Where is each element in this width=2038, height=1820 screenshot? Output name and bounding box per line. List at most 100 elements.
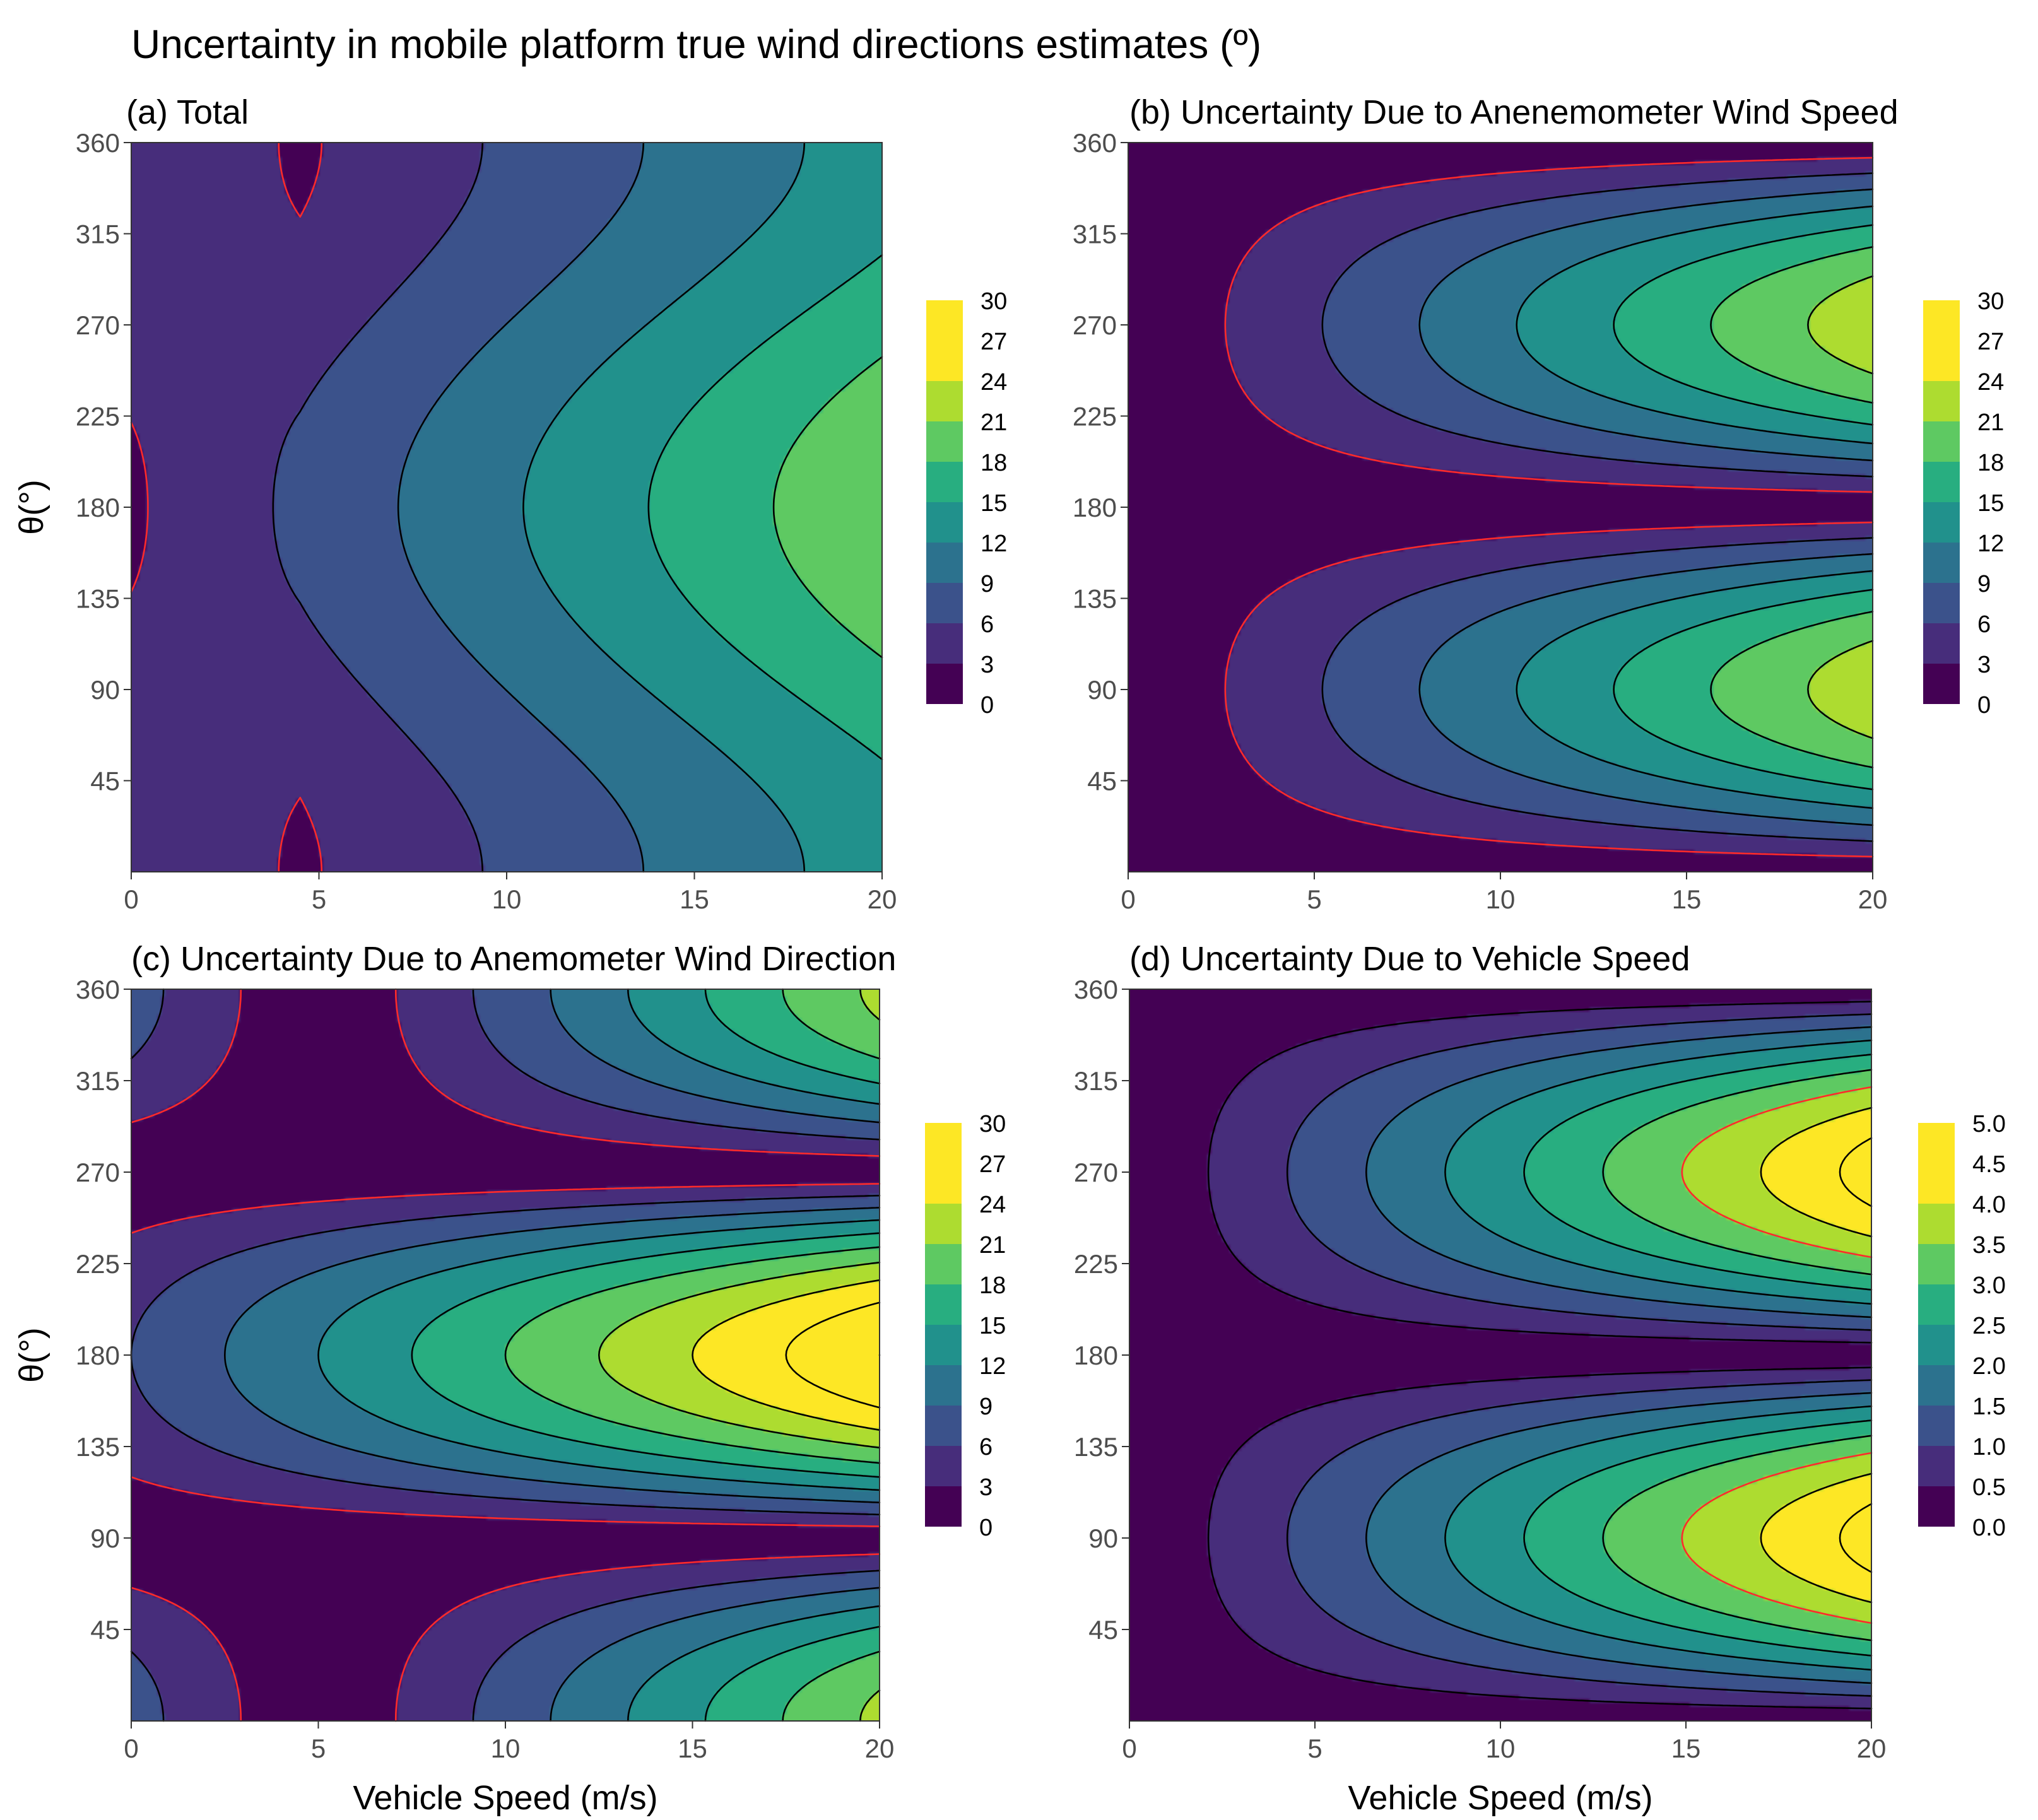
highlight-contour-line <box>130 988 881 1722</box>
x-tick-label: 0 <box>124 884 138 914</box>
legend-label: 12 <box>979 1353 1006 1380</box>
contour-line <box>397 141 645 873</box>
contour-line <box>692 1279 881 1431</box>
y-tick-label: 225 <box>76 1249 120 1279</box>
highlight-contour-line <box>1681 1086 1873 1624</box>
panel-4: (d) Uncertainty Due to Vehicle Speed 0 5 10… <box>1074 940 2006 1817</box>
legend-label: 21 <box>981 409 1007 436</box>
legend-swatch <box>925 1446 962 1486</box>
legend-label: 2.0 <box>1972 1353 2006 1380</box>
legend-label: 30 <box>1977 288 2004 315</box>
panel-title: (d) Uncertainty Due to Vehicle Speed <box>1129 940 1690 978</box>
legend-swatch <box>1918 1284 1955 1325</box>
legend-swatch <box>926 300 963 341</box>
legend-swatch <box>1918 1204 1955 1244</box>
legend-label: 27 <box>1977 329 2004 355</box>
x-tick-label: 15 <box>1672 884 1702 914</box>
legend-swatch <box>1918 1486 1955 1527</box>
y-tick-label: 135 <box>1073 584 1117 614</box>
y-tick-label: 180 <box>76 493 120 522</box>
legend-swatch <box>925 1365 962 1406</box>
legend-swatch <box>1918 1123 1955 1163</box>
highlight-contour-line <box>130 141 323 873</box>
legend-swatch <box>1918 1244 1955 1284</box>
legend-label: 4.5 <box>1972 1151 2006 1178</box>
x-tick-label: 5 <box>1307 884 1321 914</box>
x-tick-label: 20 <box>1857 1734 1887 1763</box>
contour-fill <box>1128 143 1873 872</box>
x-tick-label: 5 <box>312 884 326 914</box>
y-tick-label: 45 <box>90 766 120 796</box>
contour-line <box>1321 172 1874 842</box>
y-tick-label: 135 <box>76 1432 120 1462</box>
contour-fill <box>1129 989 1871 1721</box>
legend-label: 0 <box>1977 692 1991 719</box>
legend-swatch <box>925 1163 962 1204</box>
legend-swatch <box>1923 543 1960 583</box>
y-tick-label: 180 <box>1073 493 1117 522</box>
legend-swatch <box>1918 1163 1955 1204</box>
legend-swatch <box>1923 421 1960 462</box>
y-tick-label: 360 <box>1073 128 1117 158</box>
y-tick-label: 315 <box>76 220 120 249</box>
contour-line <box>1418 188 1874 826</box>
contour-line <box>504 988 881 1722</box>
contour-line <box>1807 275 1874 739</box>
y-tick-label: 45 <box>90 1615 120 1645</box>
legend-label: 27 <box>979 1151 1006 1178</box>
legend-label: 0.5 <box>1972 1474 2006 1501</box>
legend-label: 1.5 <box>1972 1394 2006 1420</box>
y-tick-label: 135 <box>1074 1432 1118 1462</box>
y-axis-label: θ(°) <box>13 479 50 535</box>
legend-label: 27 <box>981 329 1007 355</box>
legend-label: 18 <box>979 1272 1006 1299</box>
contour-line <box>130 988 881 1722</box>
contour-line <box>598 988 881 1722</box>
x-tick-label: 10 <box>491 1734 521 1763</box>
legend-swatch <box>926 462 963 502</box>
legend-label: 21 <box>1977 409 2004 436</box>
y-tick-label: 225 <box>1073 402 1117 432</box>
x-tick-label: 15 <box>680 884 709 914</box>
legend-swatch <box>926 664 963 704</box>
legend-swatch <box>1918 1446 1955 1486</box>
legend-label: 18 <box>981 450 1007 476</box>
y-tick-label: 270 <box>76 310 120 340</box>
y-tick-label: 90 <box>1087 675 1117 705</box>
y-tick-label: 45 <box>1088 1615 1118 1645</box>
x-tick-label: 0 <box>1122 1734 1136 1763</box>
x-tick-label: 10 <box>492 884 522 914</box>
contour-line <box>1710 246 1874 768</box>
legend-label: 30 <box>979 1111 1006 1137</box>
y-tick-label: 315 <box>1074 1066 1118 1096</box>
contour-line <box>272 141 484 873</box>
legend-label: 12 <box>981 531 1007 557</box>
x-axis-label: Vehicle Speed (m/s) <box>353 1779 657 1817</box>
x-tick-label: 0 <box>124 1734 138 1763</box>
legend-label: 0 <box>979 1515 992 1541</box>
x-tick-label: 5 <box>311 1734 326 1763</box>
legend-swatch <box>926 543 963 583</box>
legend-swatch <box>1923 462 1960 502</box>
legend-label: 24 <box>981 369 1007 396</box>
x-tick-label: 15 <box>678 1734 707 1763</box>
contour-line <box>1365 1026 1873 1684</box>
x-tick-label: 15 <box>1671 1734 1701 1763</box>
x-tick-label: 20 <box>868 884 897 914</box>
legend-label: 24 <box>979 1192 1006 1218</box>
x-tick-label: 10 <box>1486 1734 1516 1763</box>
y-tick-label: 90 <box>90 1524 120 1553</box>
legend-label: 4.0 <box>1972 1192 2006 1218</box>
y-axis-label: θ(°) <box>13 1327 50 1383</box>
x-axis-label: Vehicle Speed (m/s) <box>1348 1779 1652 1817</box>
legend-swatch <box>926 623 963 664</box>
legend-label: 3.0 <box>1972 1272 2006 1299</box>
legend-label: 12 <box>1977 531 2004 557</box>
legend-swatch <box>1918 1325 1955 1365</box>
